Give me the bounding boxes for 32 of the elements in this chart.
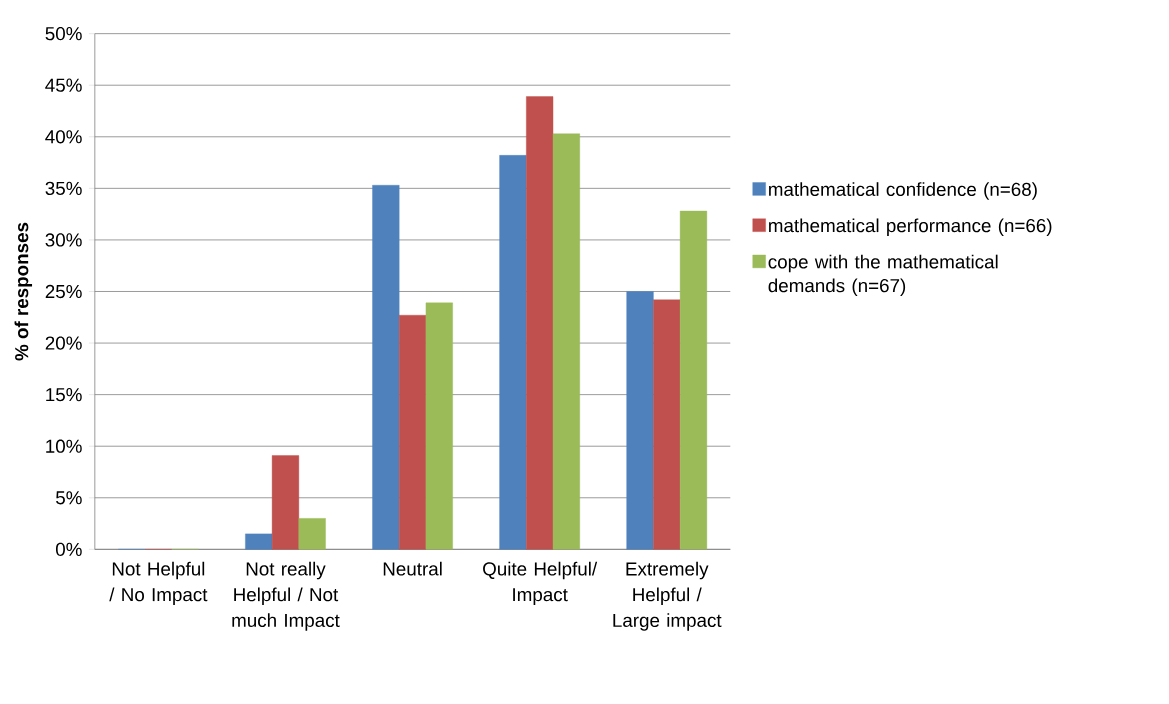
y-tick-label: 0% (55, 542, 82, 557)
y-tick-label: 10% (46, 439, 82, 453)
legend-label: mathematical performance (n=66) (769, 218, 1052, 237)
bar (499, 155, 527, 550)
bar (626, 291, 654, 550)
y-tick-label: 25% (45, 284, 82, 299)
bar (372, 185, 400, 550)
legend-label: mathematical confidence (n=68) (769, 182, 1037, 200)
bar (271, 455, 300, 550)
bar (526, 96, 554, 550)
bar (245, 533, 273, 550)
y-tick-label: 20% (45, 336, 82, 350)
bar (679, 210, 708, 550)
bar (425, 302, 453, 550)
legend-label: cope with the mathematical demands (n=67) (768, 254, 998, 297)
x-tick-label: Not Helpful / No Impact (109, 561, 208, 606)
y-tick-label: 15% (46, 388, 82, 402)
y-tick-label: 30% (45, 233, 82, 247)
bar (552, 133, 580, 550)
y-tick-label: 45% (45, 78, 82, 92)
y-axis-title: % of responses (14, 222, 33, 361)
x-tick-label: Extremely Helpful / Large impact (613, 561, 722, 631)
x-tick-label: Not really Helpful / Not much Impact (232, 561, 340, 631)
bar (298, 518, 326, 550)
y-tick-label: 5% (55, 491, 82, 505)
y-tick-label: 35% (45, 181, 82, 196)
x-tick-label: Neutral (383, 561, 442, 576)
bar (653, 299, 681, 550)
y-tick-label: 40% (45, 130, 82, 144)
x-tick-label: Quite Helpful/ Impact (483, 561, 598, 606)
y-tick-label: 50% (45, 27, 82, 41)
bar (399, 315, 427, 550)
